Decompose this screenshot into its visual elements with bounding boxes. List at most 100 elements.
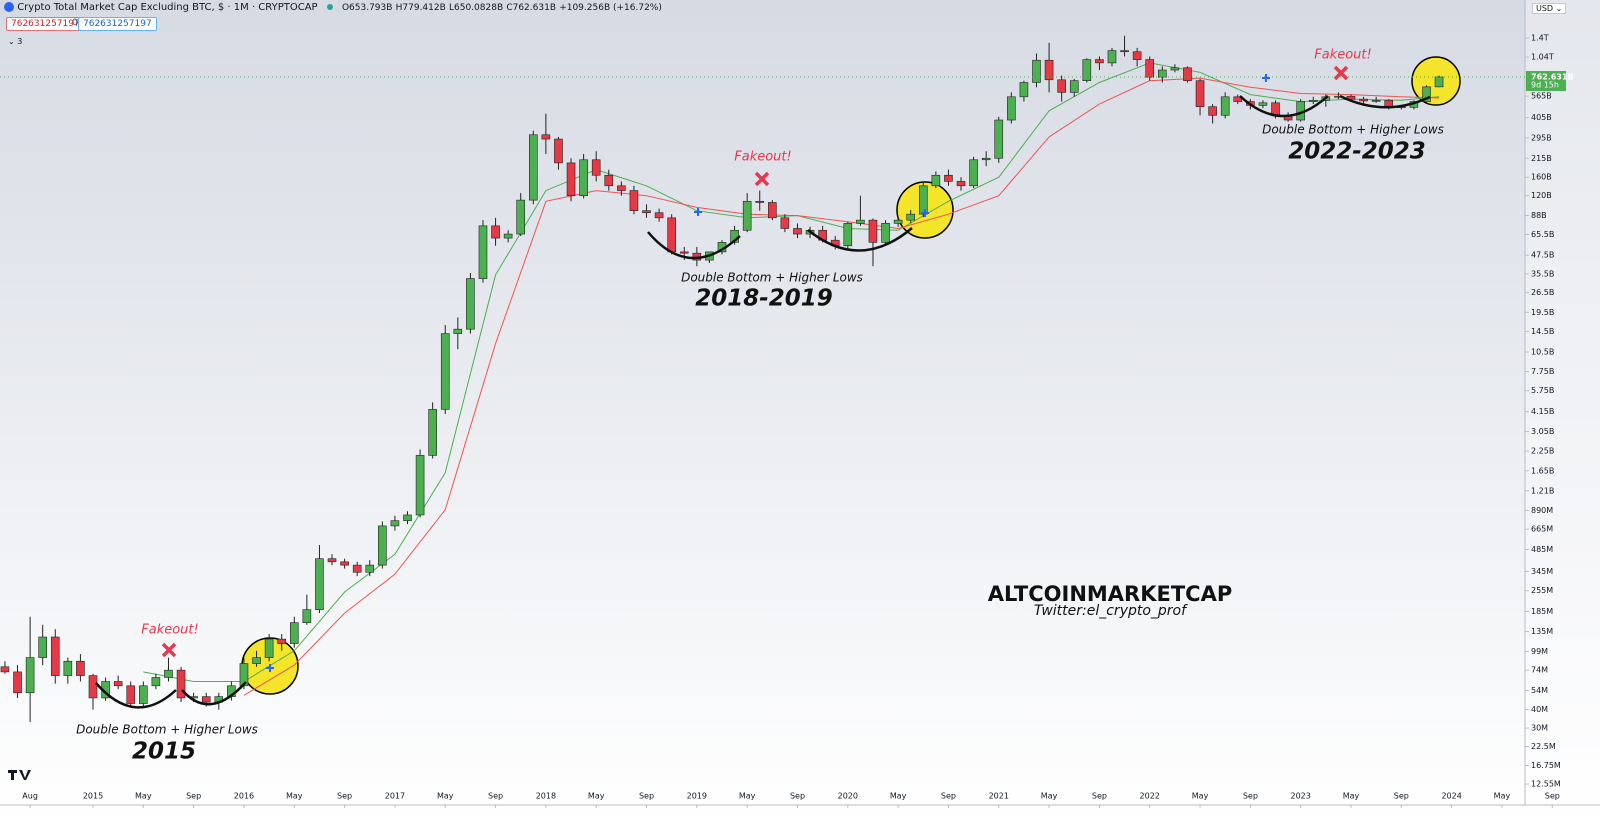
candle-body <box>843 223 853 247</box>
candle-body <box>38 636 47 658</box>
ma-line <box>243 77 1440 696</box>
cross <box>921 209 929 217</box>
candle-body <box>25 657 35 694</box>
candle-body <box>591 159 601 176</box>
x-tick-label: 2024 <box>1441 792 1461 801</box>
y-tick-label: 160B <box>1531 173 1552 182</box>
x-tick-label: 2020 <box>838 792 858 801</box>
x-mark <box>1333 65 1349 81</box>
candle-body <box>403 514 412 521</box>
last-price-label: 762.631B <box>1531 72 1574 81</box>
x-tick-label: Sep <box>941 792 956 801</box>
candle-body <box>1208 106 1217 116</box>
annotation: Double Bottom + Higher Lows <box>681 271 863 285</box>
candle-body <box>1434 76 1444 88</box>
y-tick-label: 22.5M <box>1531 742 1556 751</box>
y-tick-label: 47.5B <box>1531 251 1554 260</box>
input-box[interactable]: 762631257197 <box>78 17 157 31</box>
x-tick-label: May <box>135 792 152 801</box>
x-tick-label: May <box>286 792 303 801</box>
x-tick-label: Sep <box>1545 792 1560 801</box>
y-tick-label: 5.75B <box>1531 386 1554 395</box>
currency-button[interactable]: USD ⌄ <box>1532 3 1567 14</box>
y-tick-label: 890M <box>1531 506 1553 515</box>
candle-body <box>768 202 777 219</box>
candle-body <box>1132 51 1142 60</box>
x-tick-label: 2022 <box>1140 792 1160 801</box>
candle-body <box>1107 50 1117 64</box>
x-tick-label: Aug <box>22 792 38 801</box>
candle-body <box>554 138 563 164</box>
candle-body <box>541 134 551 140</box>
candle-body <box>113 681 123 687</box>
x-tick-label: 2015 <box>83 792 103 801</box>
candle-body <box>352 564 362 573</box>
blue-crosses <box>266 74 1270 672</box>
candle-body <box>1095 59 1104 64</box>
candle-body <box>1220 96 1230 116</box>
x-tick-label: 2023 <box>1291 792 1311 801</box>
candle-body <box>780 217 790 229</box>
candle-body <box>1082 59 1092 81</box>
candle-body <box>604 174 614 187</box>
x-tick-label: May <box>1041 792 1058 801</box>
last-price-badge <box>1526 70 1566 91</box>
indicators-count: 3 <box>17 37 23 46</box>
x-tick-label: Sep <box>337 792 352 801</box>
annotation: ALTCOINMARKETCAP <box>988 582 1232 606</box>
annotation: Fakeout! <box>141 623 198 638</box>
candle-body <box>654 212 664 219</box>
input-box[interactable]: 0 <box>72 18 78 28</box>
candle-body <box>1195 80 1205 107</box>
candle-body <box>13 671 22 694</box>
x-tick-label: Sep <box>639 792 654 801</box>
candle-body <box>340 561 349 566</box>
logo-mark <box>8 770 31 780</box>
ohlc-high: H779.412B <box>395 3 446 13</box>
candle-body <box>1170 67 1180 71</box>
y-tick-label: 40M <box>1531 705 1548 714</box>
x-tick-label: Sep <box>1243 792 1258 801</box>
candle-body <box>981 157 991 161</box>
x-tick-label: Sep <box>488 792 503 801</box>
candle-body <box>679 251 689 254</box>
arc <box>181 681 247 706</box>
candle-body <box>516 199 526 235</box>
x-tick-label: May <box>739 792 756 801</box>
x-tick-label: Sep <box>1092 792 1107 801</box>
x-mark <box>754 171 770 187</box>
x-tick-label: May <box>437 792 454 801</box>
y-tick-label: 4.15B <box>1531 407 1554 416</box>
indicators-toggle[interactable]: ⌄ 3 <box>8 37 23 46</box>
x-tick-label: Sep <box>1394 792 1409 801</box>
candle-body <box>327 558 337 563</box>
candle-body <box>378 525 387 566</box>
input-box[interactable]: 762631257197 <box>6 17 85 31</box>
candle-body <box>440 333 450 410</box>
x-tick-label: 2016 <box>234 792 254 801</box>
currency: USD <box>1536 4 1554 13</box>
y-tick-label: 1.21B <box>1531 486 1554 495</box>
candle-body <box>315 558 324 610</box>
candle-body <box>264 638 274 658</box>
legend: Crypto Total Market Cap Excluding BTC, $… <box>4 2 662 13</box>
candle-body <box>63 660 73 676</box>
y-tick-label: 1.65B <box>1531 466 1554 475</box>
candle-body <box>1158 69 1167 78</box>
y-tick-label: 74M <box>1531 666 1548 675</box>
candle-body <box>466 278 475 330</box>
cross <box>1262 74 1270 82</box>
y-tick-label: 3.05B <box>1531 427 1554 436</box>
candle-body <box>1359 98 1368 102</box>
arc <box>1239 95 1329 118</box>
candle-body <box>1422 86 1431 102</box>
annotation: Double Bottom + Higher Lows <box>76 723 258 737</box>
y-tick-label: 215B <box>1531 154 1552 163</box>
candle-body <box>1019 82 1029 98</box>
countdown: 9d 15h <box>1531 80 1559 89</box>
candle-body <box>139 685 148 704</box>
logo <box>8 770 31 780</box>
candle-body <box>642 210 651 214</box>
cross <box>266 664 274 672</box>
